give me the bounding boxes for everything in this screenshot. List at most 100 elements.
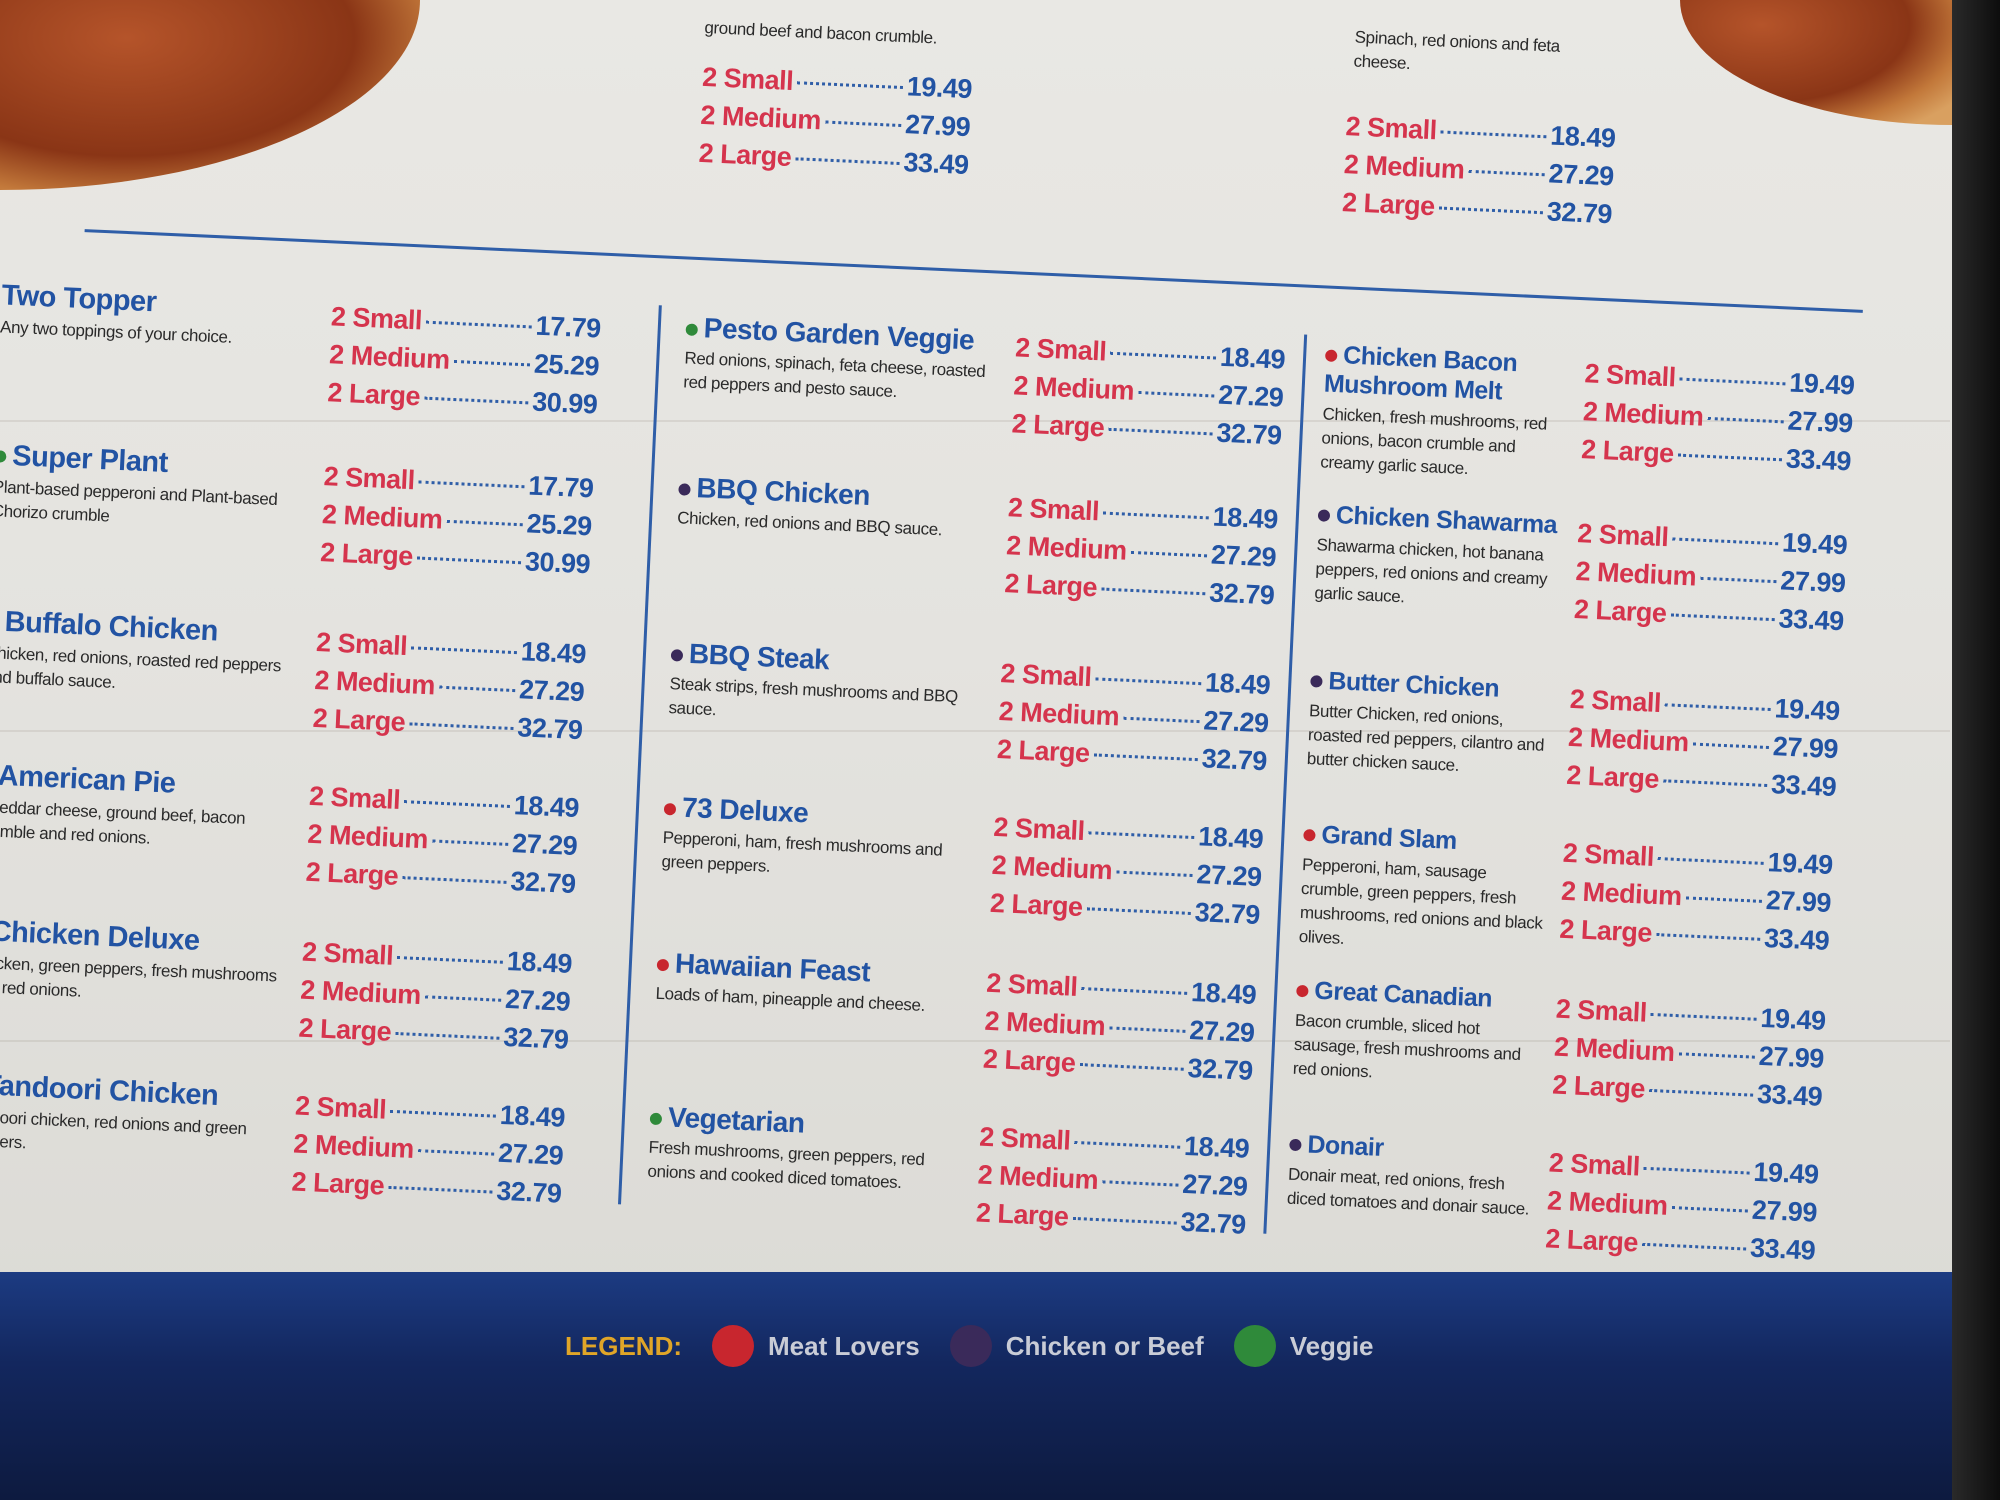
item-name-text: Great Canadian xyxy=(1313,976,1493,1013)
leader-line xyxy=(797,81,903,90)
price-value: 18.49 xyxy=(1197,821,1264,855)
price-value: 25.29 xyxy=(533,348,600,382)
leader-line xyxy=(416,556,521,565)
price-value: 27.29 xyxy=(497,1137,564,1171)
item-description: Plant-based pepperoni and Plant-based Ch… xyxy=(0,477,278,526)
size-label: 2 Small xyxy=(1569,683,1662,719)
price-value: 25.29 xyxy=(526,508,593,542)
item-name-text: Chicken Shawarma xyxy=(1335,501,1558,540)
size-label: 2 Small xyxy=(323,461,416,496)
leader-line xyxy=(423,396,529,405)
leader-line xyxy=(388,1185,493,1194)
menu-item: Vegetarian Fresh mushrooms, green peppers… xyxy=(647,1101,960,1198)
size-label: 2 Medium xyxy=(984,1005,1106,1042)
leader-line xyxy=(1110,351,1217,360)
size-label: 2 Small xyxy=(1576,518,1670,553)
leader-line xyxy=(1650,1012,1757,1021)
size-label: 2 Medium xyxy=(977,1159,1099,1196)
size-label: 2 Medium xyxy=(1575,556,1697,592)
leader-line xyxy=(1440,130,1547,139)
leader-line xyxy=(1079,1063,1184,1071)
size-label: 2 Large xyxy=(975,1197,1070,1232)
price-value: 33.49 xyxy=(1770,769,1837,803)
price-list: 2 Small 19.49 2 Medium 27.99 2 Large 33.49 xyxy=(1544,1147,1820,1273)
size-label: 2 Small xyxy=(1548,1147,1641,1182)
price-value: 32.79 xyxy=(1194,897,1261,931)
size-label: 2 Large xyxy=(326,377,421,412)
price-value: 18.49 xyxy=(506,945,573,979)
price-value: 18.49 xyxy=(1212,501,1279,535)
price-value: 33.49 xyxy=(902,147,970,181)
leader-line xyxy=(409,722,514,731)
meat-dot-icon xyxy=(1296,985,1309,998)
chicken_beef-dot-icon xyxy=(1310,675,1323,689)
leader-line xyxy=(396,955,503,964)
price-value: 27.99 xyxy=(1751,1194,1818,1228)
leader-line xyxy=(389,1109,496,1118)
size-label: 2 Medium xyxy=(299,974,422,1011)
veggie-legend-dot-icon xyxy=(1233,1325,1276,1367)
legend-label: Chicken or Beef xyxy=(1005,1330,1204,1361)
size-label: 2 Large xyxy=(1544,1223,1639,1258)
item-description: Spinach, red onions and feta cheese. xyxy=(1353,27,1561,74)
menu-item: Pesto Garden Veggie Red onions, spinach, … xyxy=(683,311,996,408)
size-label: 2 Large xyxy=(305,856,399,891)
menu-item: 73 Deluxe Pepperoni, ham, fresh mushrooms… xyxy=(661,791,974,888)
item-description: Bacon crumble, sliced hot sausage, fresh… xyxy=(1292,1010,1522,1082)
size-label: 2 Small xyxy=(294,1090,387,1125)
price-value: 32.79 xyxy=(509,866,577,900)
price-list: 2 Small 18.49 2 Medium 27.29 2 Large 32.79 xyxy=(975,1122,1250,1248)
menu-board: ground beef and bacon crumble. 2 Small 19.… xyxy=(0,0,2000,1300)
size-label: 2 Large xyxy=(1558,913,1653,948)
legend-title: LEGEND: xyxy=(565,1330,682,1361)
menu-content: ground beef and bacon crumble. 2 Small 19.… xyxy=(0,18,1863,1273)
price-value: 27.29 xyxy=(1181,1168,1249,1202)
menu-item: Great Canadian Bacon crumble, sliced hot … xyxy=(1292,976,1547,1092)
price-value: 30.99 xyxy=(531,386,598,420)
price-value: 27.29 xyxy=(504,983,571,1017)
veggie-dot-icon xyxy=(685,323,699,336)
price-list: 2 Small 18.49 2 Medium 27.29 2 Large 32.79 xyxy=(982,968,1257,1094)
menu-item: BBQ Chicken Chicken, red onions and BBQ s… xyxy=(677,471,989,544)
chicken_beef-dot-icon xyxy=(1289,1139,1302,1152)
price-value: 18.49 xyxy=(1183,1130,1250,1164)
leader-line xyxy=(1088,831,1195,840)
item-name-text: 73 Deluxe xyxy=(681,791,809,829)
menu-item: Tandoori Chicken Tandoori chicken, red on… xyxy=(0,1069,286,1167)
leader-line xyxy=(1677,453,1782,462)
size-label: 2 Small xyxy=(992,811,1086,847)
price-value: 27.99 xyxy=(1779,565,1847,599)
size-label: 2 Large xyxy=(1551,1069,1646,1104)
item-description: Steak strips, fresh mushrooms and BBQ sa… xyxy=(668,674,959,720)
chicken_beef-legend-dot-icon xyxy=(949,1325,992,1367)
leader-line xyxy=(1655,933,1761,941)
leader-line xyxy=(1072,1216,1177,1225)
price-value: 33.49 xyxy=(1778,603,1845,637)
veggie-dot-icon xyxy=(0,450,7,464)
legend: LEGEND: Meat Lovers Chicken or Beef Veggie xyxy=(565,1325,1374,1367)
leader-line xyxy=(1648,1088,1754,1097)
size-label: 2 Medium xyxy=(1560,875,1683,912)
price-value: 27.29 xyxy=(1547,158,1615,192)
meat-dot-icon xyxy=(656,958,670,971)
leader-line xyxy=(1657,857,1764,865)
leader-line xyxy=(1137,391,1215,398)
leader-line xyxy=(1699,576,1777,584)
size-label: 2 Medium xyxy=(306,818,429,855)
meat-dot-icon xyxy=(1324,349,1338,363)
frame-edge xyxy=(1952,0,2000,1500)
item-name-text: Donair xyxy=(1306,1130,1385,1162)
price-value: 27.99 xyxy=(1758,1040,1825,1074)
leader-line xyxy=(1662,779,1768,787)
price-value: 18.49 xyxy=(513,790,580,824)
size-label: 2 Medium xyxy=(991,849,1113,886)
price-value: 19.49 xyxy=(1752,1156,1820,1190)
leader-line xyxy=(1671,1206,1748,1213)
price-value: 27.99 xyxy=(904,109,971,143)
leader-line xyxy=(1643,1166,1750,1175)
size-label: 2 Medium xyxy=(699,99,822,136)
size-label: 2 Small xyxy=(701,61,794,97)
divider-vertical xyxy=(1263,334,1308,1234)
menu-item: Grand Slam Pepperoni, ham, sausage crumbl… xyxy=(1298,820,1554,960)
leader-line xyxy=(1108,1026,1186,1033)
